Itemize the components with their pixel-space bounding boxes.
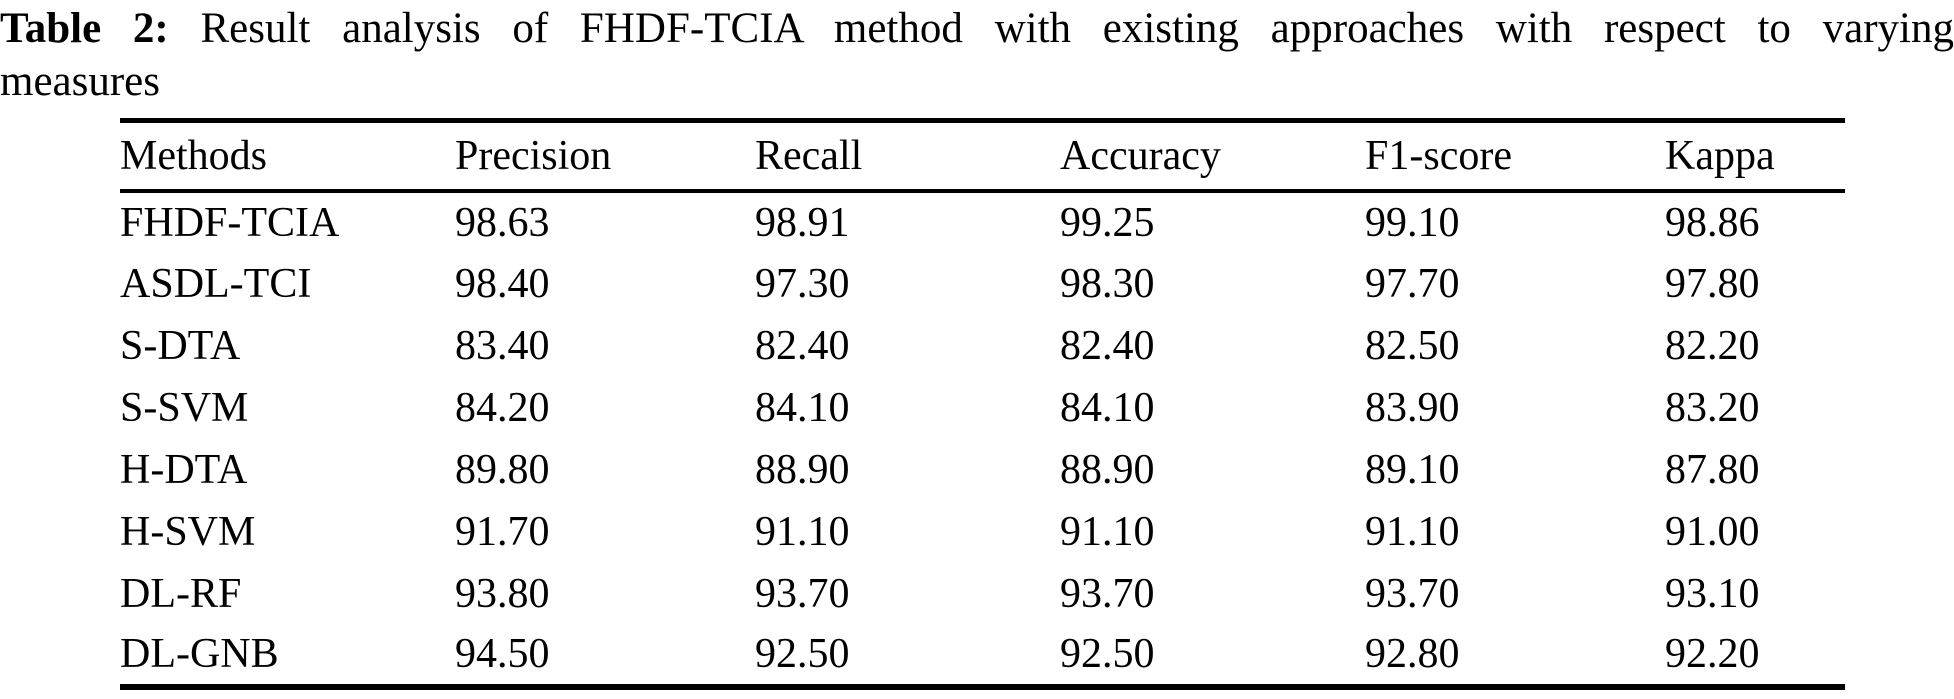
value-cell: 89.80 [455,446,550,493]
value-cell: 89.10 [1365,446,1460,493]
value-cell: 88.90 [1060,446,1155,493]
value-cell: 92.50 [755,631,850,677]
column-header-f1-score: F1-score [1365,132,1512,179]
value-cell: 93.70 [1060,570,1155,617]
value-cell: 93.70 [1365,570,1460,617]
value-cell: 91.00 [1665,508,1760,555]
value-cell: 83.90 [1365,384,1460,431]
table-row: FHDF-TCIA 98.63 98.91 99.25 99.10 98.86 [120,191,1845,253]
method-name-cell: DL-GNB [120,631,279,677]
value-cell: 93.10 [1665,570,1760,617]
value-cell: 92.50 [1060,631,1155,677]
table-caption: Table 2: Result analysis of FHDF-TCIA me… [0,0,1954,108]
value-cell: 83.20 [1665,384,1760,431]
caption-line-2: measures [0,58,160,105]
column-header-accuracy: Accuracy [1060,132,1221,179]
method-name-cell: S-DTA [120,322,241,369]
table-row: ASDL-TCI 98.40 97.30 98.30 97.70 97.80 [120,253,1845,315]
value-cell: 88.90 [755,446,850,493]
value-cell: 82.50 [1365,322,1460,369]
table-head: Methods Precision Recall Accuracy F1-score Ka… [120,121,1845,191]
table-row: S-SVM 84.20 84.10 84.10 83.90 83.20 [120,377,1845,439]
table-row: H-DTA 89.80 88.90 88.90 89.10 87.80 [120,439,1845,501]
value-cell: 84.10 [1060,384,1155,431]
method-name-cell: FHDF-TCIA [120,199,340,246]
method-name-cell: ASDL-TCI [120,260,312,307]
caption-label: Table 2: [0,5,169,52]
value-cell: 84.10 [755,384,850,431]
value-cell: 82.20 [1665,322,1760,369]
value-cell: 91.70 [455,508,550,555]
table-row: H-SVM 91.70 91.10 91.10 91.10 91.00 [120,501,1845,563]
value-cell: 91.10 [1365,508,1460,555]
value-cell: 99.25 [1060,199,1155,246]
value-cell: 82.40 [755,322,850,369]
method-name-cell: H-SVM [120,508,256,555]
value-cell: 98.63 [455,199,550,246]
value-cell: 91.10 [1060,508,1155,555]
value-cell: 93.80 [455,570,550,617]
value-cell: 83.40 [455,322,550,369]
table-row: DL-GNB 94.50 92.50 92.50 92.80 92.20 [120,625,1845,687]
value-cell: 84.20 [455,384,550,431]
value-cell: 98.40 [455,260,550,307]
method-name-cell: DL-RF [120,570,242,617]
value-cell: 94.50 [455,631,550,677]
value-cell: 82.40 [1060,322,1155,369]
value-cell: 93.70 [755,570,850,617]
column-header-methods: Methods [120,132,267,179]
value-cell: 87.80 [1665,446,1760,493]
value-cell: 92.80 [1365,631,1460,677]
header-row: Methods Precision Recall Accuracy F1-score Ka… [120,121,1845,191]
value-cell: 97.70 [1365,260,1460,307]
table-row: S-DTA 83.40 82.40 82.40 82.50 82.20 [120,315,1845,377]
value-cell: 98.91 [755,199,850,246]
method-name-cell: S-SVM [120,384,249,431]
table-body: FHDF-TCIA 98.63 98.91 99.25 99.10 98.86 ASDL-T… [120,191,1845,687]
value-cell: 98.30 [1060,260,1155,307]
method-name-cell: H-DTA [120,446,248,493]
value-cell: 97.30 [755,260,850,307]
results-table: Methods Precision Recall Accuracy F1-score Ka… [120,118,1845,690]
value-cell: 99.10 [1365,199,1460,246]
value-cell: 91.10 [755,508,850,555]
value-cell: 92.20 [1665,631,1760,677]
value-cell: 97.80 [1665,260,1760,307]
column-header-precision: Precision [455,132,612,179]
caption-line-1: Table 2: Result analysis of FHDF-TCIA me… [0,2,1954,55]
column-header-kappa: Kappa [1665,132,1775,179]
value-cell: 98.86 [1665,199,1760,246]
column-header-recall: Recall [755,132,863,179]
table-row: DL-RF 93.80 93.70 93.70 93.70 93.10 [120,563,1845,625]
caption-text: Result analysis of FHDF-TCIA method with… [168,5,1954,52]
